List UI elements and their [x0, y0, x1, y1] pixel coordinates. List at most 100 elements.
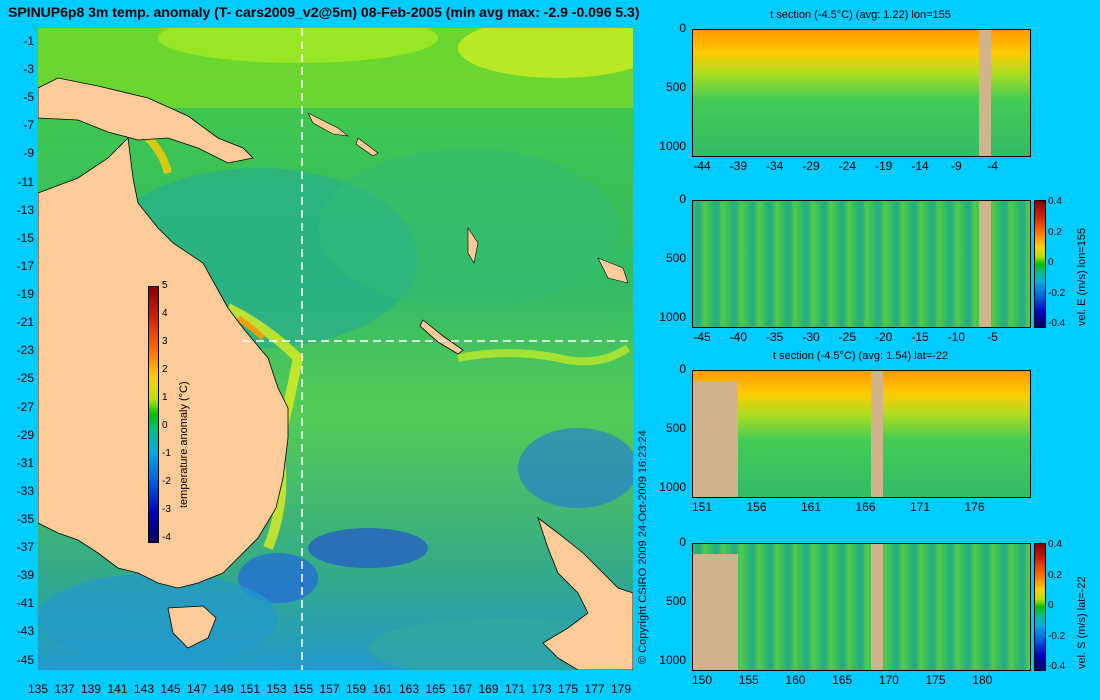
section-x-label: 160: [785, 673, 806, 687]
velocity-colorbar-tick: 0.4: [1048, 539, 1062, 550]
temperature-colorbar-tick: 1: [162, 392, 168, 403]
section-depth-label: 500: [665, 251, 686, 265]
map-lat-label: -11: [17, 174, 34, 189]
section-panel: [692, 370, 1031, 498]
map-lat-label: -13: [16, 202, 34, 217]
section-panel-title: t section (-4.5°C) (avg: 1.54) lat=-22: [772, 350, 949, 362]
temperature-anomaly-map: 5 4 3 2 1 0 -1 -2 -3 -4 temperature anomaly (°C): [38, 28, 633, 670]
map-lon-label: 179: [610, 682, 632, 696]
map-lon-label: 135: [27, 682, 49, 696]
section-land-gap: [871, 371, 883, 497]
section-depth-label: 500: [665, 80, 686, 94]
section-side-label: vel. E (m/s) lon=155: [1076, 227, 1088, 326]
section-depth-label: 0: [679, 535, 686, 549]
section-x-label: -39: [729, 159, 747, 173]
section-panel: [692, 29, 1031, 157]
velocity-colorbar: [1034, 543, 1046, 671]
map-lat-label: -35: [16, 511, 34, 526]
map-lat-label: -39: [16, 568, 34, 583]
map-lat-label: -3: [23, 62, 34, 77]
section-x-label: -44: [693, 159, 711, 173]
section-x-label: -29: [802, 159, 820, 173]
section-x-label: 150: [691, 673, 713, 687]
section-x-label: -25: [838, 330, 856, 344]
section-panel: [692, 543, 1031, 671]
map-lon-label: 149: [213, 682, 234, 696]
section-depth-label: 500: [665, 594, 686, 608]
section-land-mask: [693, 381, 738, 497]
section-panel: [692, 200, 1031, 328]
map-lon-label: 139: [80, 682, 102, 696]
new-caledonia-land: [419, 319, 464, 355]
map-lon-label: 137: [54, 682, 75, 696]
map-lat-label: -21: [16, 315, 34, 330]
map-lat-label: -31: [16, 455, 34, 470]
section-x-label: -9: [950, 159, 962, 173]
velocity-colorbar-tick: 0: [1048, 600, 1054, 611]
section-side-label: vel. S (m/s) lat=-22: [1076, 576, 1088, 669]
section-x-label: -30: [802, 330, 820, 344]
map-lat-label: -43: [16, 624, 34, 639]
velocity-colorbar-tick: -0.2: [1048, 630, 1066, 642]
figure-title: SPINUP6p8 3m temp. anomaly (T- cars2009_…: [8, 4, 640, 20]
section-depth-label: 0: [679, 362, 686, 376]
map-lat-label: -5: [23, 90, 34, 105]
section-x-label: 176: [964, 500, 985, 514]
new-guinea-land: [38, 77, 254, 164]
section-x-label: -19: [874, 159, 893, 173]
section-depth-label: 1000: [659, 653, 686, 667]
temperature-colorbar-tick: -4: [162, 532, 171, 543]
map-lat-label: -7: [23, 118, 34, 133]
map-lat-label: -19: [16, 287, 34, 302]
section-land-mask: [693, 554, 738, 670]
section-depth-label: 1000: [659, 139, 686, 153]
section-x-label: -35: [765, 330, 784, 344]
map-lat-label: -41: [16, 596, 34, 611]
map-lat-label: -33: [16, 483, 34, 498]
velocity-colorbar-tick: 0.2: [1048, 226, 1062, 238]
map-lon-label: 161: [372, 682, 393, 696]
map-lon-label: 147: [186, 682, 208, 696]
temperature-colorbar-tick: 0: [162, 420, 168, 431]
map-lat-label: -29: [16, 427, 34, 442]
map-lon-label: 177: [584, 682, 605, 696]
velocity-colorbar-tick: -0.2: [1048, 287, 1066, 299]
section-land-gap: [871, 544, 883, 670]
map-lon-label: 153: [266, 682, 287, 696]
section-depth-label: 0: [679, 192, 686, 206]
velocity-colorbar-tick: -0.4: [1048, 318, 1066, 329]
section-x-label: -40: [729, 330, 747, 344]
section-depth-label: 500: [665, 421, 686, 435]
map-lon-label: 151: [239, 682, 261, 696]
section-x-label: 151: [691, 500, 713, 514]
section-x-label: -34: [765, 159, 784, 173]
temperature-colorbar-tick: -2: [162, 476, 171, 487]
section-x-label: 175: [925, 673, 946, 687]
map-lat-label: -15: [16, 230, 34, 245]
velocity-colorbar-tick: 0: [1048, 257, 1054, 268]
section-x-label: -5: [987, 330, 998, 344]
section-x-label: 165: [832, 673, 853, 687]
section-depth-label: 1000: [659, 310, 686, 324]
map-lat-label: -45: [16, 652, 34, 667]
temperature-colorbar-label: temperature anomaly (°C): [178, 381, 190, 508]
map-lat-label: -37: [16, 540, 34, 555]
section-x-label: 155: [738, 673, 759, 687]
map-lon-label: 175: [557, 682, 579, 696]
section-panel-title: t section (-4.5°C) (avg: 1.22) lon=155: [770, 9, 951, 21]
temperature-colorbar-tick: -3: [162, 504, 171, 515]
section-depth-label: 1000: [659, 480, 686, 494]
section-depth-label: 0: [679, 21, 686, 35]
australia-land: [38, 137, 289, 589]
map-lon-label: 173: [531, 682, 552, 696]
velocity-colorbar-tick: 0.4: [1048, 196, 1062, 207]
map-lon-label: 145: [160, 682, 181, 696]
section-x-label: -14: [911, 159, 929, 173]
temperature-colorbar-tick: 5: [162, 280, 168, 291]
section-land-gap: [979, 201, 991, 327]
map-lon-label: 163: [398, 682, 420, 696]
map-lat-label: -27: [16, 399, 34, 414]
section-x-label: -45: [693, 330, 711, 344]
map-lat-label: -17: [16, 258, 34, 273]
section-x-label: -4: [987, 159, 998, 173]
